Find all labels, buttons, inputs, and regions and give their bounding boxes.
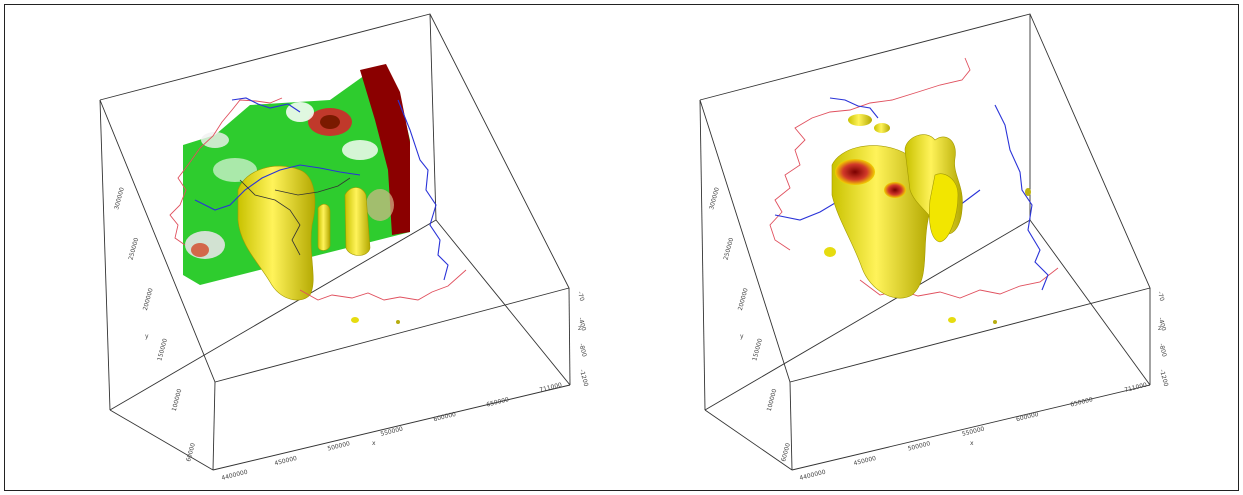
right-y-tick: 100000 — [766, 388, 779, 412]
right-y-tick: 150000 — [751, 338, 764, 362]
left-z-tick: -70 — [576, 291, 585, 302]
left-x-tick: 711000 — [539, 382, 563, 394]
right-x-tick: 600000 — [1015, 411, 1039, 423]
left-x-axis: 4400000450000500000550000600000650000711… — [221, 382, 563, 482]
left-z-tick: -1200 — [578, 369, 589, 388]
left-y-tick: 250000 — [128, 237, 141, 261]
right-x-tick: 550000 — [961, 426, 985, 438]
left-panel: 4400000450000500000550000600000650000711… — [99, 13, 589, 482]
left-y-tick: 100000 — [171, 388, 184, 412]
left-y-tick: 200000 — [142, 287, 155, 311]
right-x-axis: 4400000450000500000550000600000650000711… — [799, 382, 1148, 482]
right-x-tick: 4400000 — [799, 469, 827, 482]
right-z-tick: -800 — [1157, 343, 1167, 358]
left-y-label: y — [145, 333, 149, 340]
left-y-tick: 300000 — [113, 186, 126, 210]
left-x-tick: 4400000 — [221, 469, 249, 482]
right-z-tick: -70 — [1156, 291, 1165, 302]
left-x-tick: 450000 — [274, 455, 298, 467]
left-bounding-box — [99, 13, 571, 471]
left-z-tick: -400 — [577, 317, 587, 332]
right-x-label: x — [970, 440, 974, 447]
left-x-tick: 550000 — [380, 426, 404, 438]
right-z-axis: -70 -400 -800 -1200 — [1156, 291, 1169, 388]
right-y-tick: 200000 — [737, 287, 750, 311]
right-y-tick: 300000 — [708, 186, 721, 210]
right-panel: 4400000450000500000550000600000650000711… — [699, 13, 1169, 482]
left-isosurface — [237, 165, 400, 324]
right-y-label: y — [740, 333, 744, 340]
right-isosurface — [824, 114, 1031, 324]
left-x-tick: 600000 — [433, 411, 457, 423]
right-z-tick: -400 — [1157, 317, 1167, 332]
right-y-tick: 60000 — [780, 442, 792, 462]
left-z-axis: -70 -400 -800 -1200 — [576, 291, 589, 388]
left-river-network — [169, 97, 467, 301]
right-x-tick: 450000 — [853, 455, 877, 467]
right-y-tick: 250000 — [723, 237, 736, 261]
right-z-label: z — [1158, 325, 1161, 332]
left-z-tick: -800 — [577, 343, 587, 358]
left-x-label: x — [372, 440, 376, 447]
left-z-label: z — [578, 325, 581, 332]
right-z-tick: -1200 — [1158, 369, 1169, 388]
right-x-tick: 711000 — [1124, 382, 1148, 394]
left-y-tick: 150000 — [156, 338, 169, 362]
left-x-tick: 650000 — [486, 396, 510, 408]
right-bounding-box — [699, 13, 1151, 471]
left-y-tick: 60000 — [185, 442, 197, 462]
right-x-tick: 650000 — [1070, 396, 1094, 408]
